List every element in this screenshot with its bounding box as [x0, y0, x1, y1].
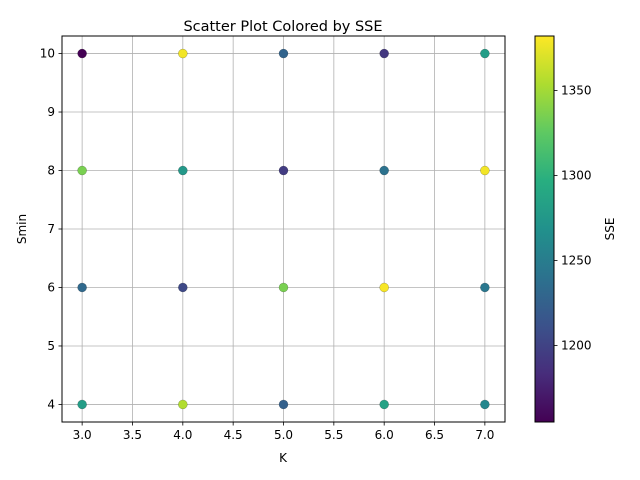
x-tick-label: 5.0 [274, 428, 293, 442]
scatter-point [278, 48, 289, 59]
scatter-point [480, 48, 490, 59]
y-tick-label: 10 [40, 47, 55, 61]
colorbar [534, 35, 555, 423]
chart-title: Scatter Plot Colored by SSE [183, 19, 382, 35]
scatter-point [379, 282, 389, 293]
colorbar-ticks: 1200 1250 1300 1350 [554, 83, 592, 352]
scatter-point [77, 282, 87, 293]
x-axis-ticks: 3.0 3.5 4.0 4.5 5.0 5.5 6.0 6.5 7.0 [73, 422, 494, 442]
scatter-point [278, 282, 289, 293]
y-tick-label: 7 [47, 222, 55, 236]
colorbar-tick-label: 1250 [561, 253, 592, 267]
scatter-point [178, 48, 188, 59]
scatter-point [77, 165, 87, 176]
x-tick-label: 4.0 [173, 428, 192, 442]
scatter-point [178, 282, 188, 293]
x-tick-label: 7.0 [475, 428, 494, 442]
colorbar-tick-label: 1200 [561, 338, 592, 352]
scatter-point [77, 48, 87, 59]
x-tick-label: 6.5 [425, 428, 444, 442]
colorbar-tick-label: 1300 [561, 168, 592, 182]
x-tick-label: 3.0 [73, 428, 92, 442]
scatter-point [379, 399, 389, 410]
scatter-point [278, 399, 289, 410]
y-tick-label: 6 [47, 280, 55, 294]
scatter-point [379, 165, 389, 176]
y-axis-label: Smin [15, 214, 29, 244]
scatter-point [379, 48, 389, 59]
x-tick-label: 5.5 [324, 428, 343, 442]
scatter-point [480, 282, 490, 293]
colorbar-label: SSE [603, 218, 617, 241]
x-tick-label: 3.5 [123, 428, 142, 442]
scatter-point [480, 399, 490, 410]
x-tick-label: 4.5 [224, 428, 243, 442]
scatter-point [178, 399, 188, 410]
scatter-point [178, 165, 188, 176]
scatter-point [480, 165, 490, 176]
y-tick-label: 8 [47, 164, 55, 178]
grid-lines [62, 36, 505, 422]
scatter-point [278, 165, 289, 176]
x-axis-label: K [279, 451, 288, 465]
scatter-point [77, 399, 87, 410]
x-tick-label: 6.0 [375, 428, 394, 442]
y-axis-ticks: 4 5 6 7 8 9 10 [40, 47, 62, 411]
data-points [77, 48, 490, 410]
y-tick-label: 9 [47, 105, 55, 119]
colorbar-tick-label: 1350 [561, 83, 592, 97]
y-tick-label: 4 [47, 397, 55, 411]
y-tick-label: 5 [47, 339, 55, 353]
